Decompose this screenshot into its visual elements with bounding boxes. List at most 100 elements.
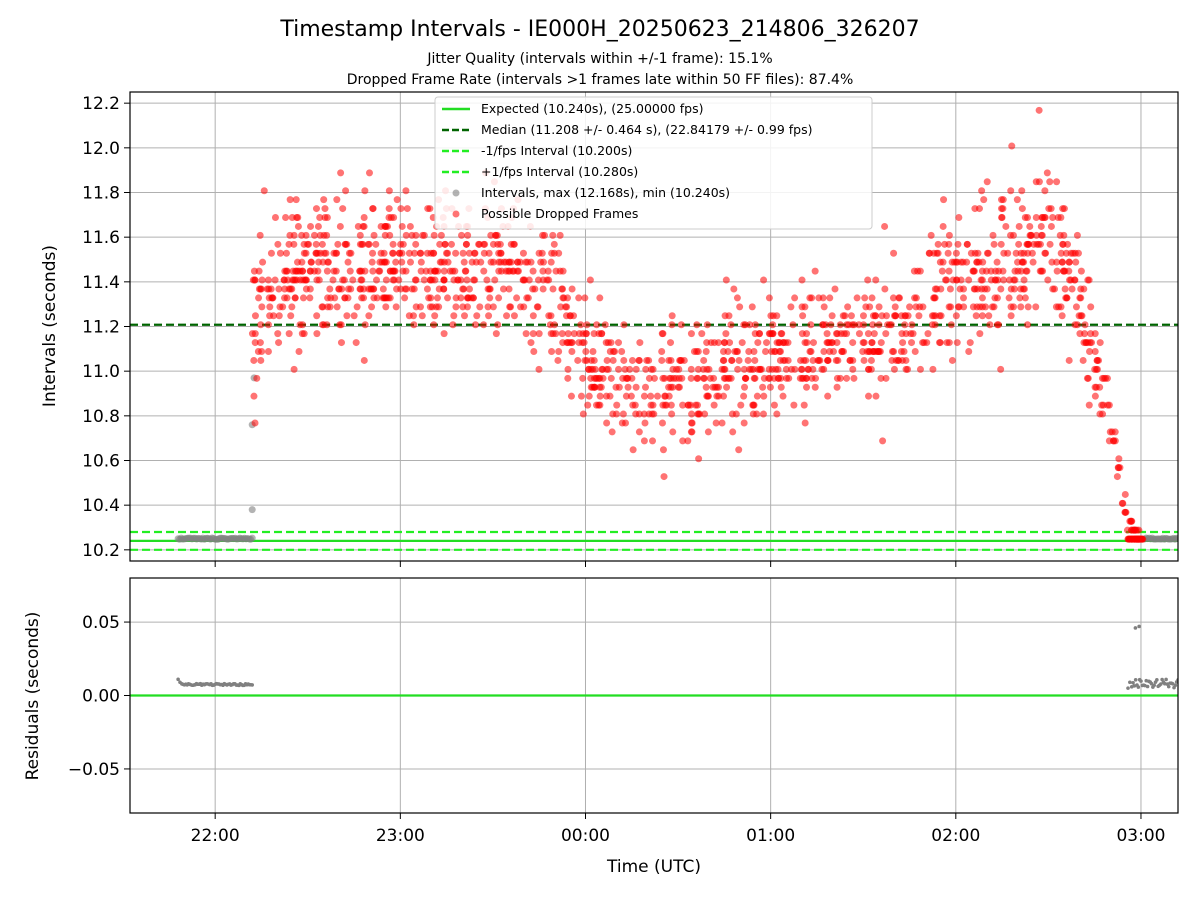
dropped-frame-point [936, 258, 944, 266]
dropped-frame-point [465, 249, 473, 257]
dropped-frame-point [702, 348, 710, 356]
x-tick-label: 03:00 [1116, 826, 1165, 846]
dropped-frame-point [577, 321, 585, 329]
dropped-frame-point [914, 267, 922, 275]
dropped-frame-point [798, 276, 806, 284]
dropped-frame-point [808, 374, 816, 382]
residual-point [250, 683, 255, 687]
dropped-frame-point [751, 374, 759, 382]
dropped-frame-point [361, 267, 369, 275]
intervals-panel: 10.2 10.4 10.6 10.8 11.0 11.2 11.4 11.6 11.8 12.0… [40, 91, 1179, 567]
dropped-frame-point [337, 169, 345, 177]
interval-point [248, 506, 256, 514]
dropped-frame-point [368, 303, 376, 311]
residuals-y-tick-label: 0.00 [82, 687, 120, 707]
intervals-y-tick-label: 10.4 [82, 496, 120, 516]
dropped-frame-point [1018, 205, 1026, 213]
dropped-frame-point [789, 321, 797, 329]
dropped-frame-point [368, 258, 376, 266]
dropped-frame-point [1037, 222, 1045, 230]
dropped-frame-point [593, 321, 601, 329]
dropped-frame-point [1017, 303, 1025, 311]
dropped-frame-point [1065, 356, 1073, 364]
dropped-frame-point [361, 321, 369, 329]
dropped-frame-point [928, 321, 936, 329]
dropped-frame-point [1020, 276, 1028, 284]
dropped-frame-point [564, 374, 572, 382]
dropped-frame-point [393, 196, 401, 204]
dropped-frame-point [1016, 294, 1024, 302]
dropped-frame-point [595, 330, 603, 338]
dropped-frame-point [898, 312, 906, 320]
dropped-frame-point [1018, 187, 1026, 195]
dropped-frame-point [1007, 312, 1015, 320]
dropped-frame-point [302, 276, 310, 284]
dropped-frame-point [426, 205, 434, 213]
dropped-frame-point [881, 222, 889, 230]
dropped-frame-point [967, 249, 975, 257]
dropped-frame-point [1105, 401, 1113, 409]
dropped-frame-point [911, 348, 919, 356]
dropped-frame-point [353, 303, 361, 311]
dropped-frame-point [890, 249, 898, 257]
dropped-frame-point [568, 285, 576, 293]
dropped-frame-point [346, 267, 354, 275]
dropped-frame-point [728, 356, 736, 364]
dropped-frame-point [612, 383, 620, 391]
dropped-frame-point [568, 348, 576, 356]
dropped-frame-point [700, 356, 708, 364]
dropped-frame-point [480, 321, 488, 329]
dropped-frame-point [820, 303, 828, 311]
dropped-frame-point [444, 294, 452, 302]
dropped-frame-point [640, 410, 648, 418]
dropped-frame-point [282, 214, 290, 222]
dropped-frame-point [1081, 321, 1089, 329]
dropped-frame-point [896, 294, 904, 302]
dropped-frame-point [602, 339, 610, 347]
dropped-frame-point [1024, 303, 1032, 311]
dropped-frame-point [803, 330, 811, 338]
dropped-frame-point [1087, 303, 1095, 311]
dropped-frame-point [738, 339, 746, 347]
dropped-frame-point [908, 321, 916, 329]
dropped-frame-point [626, 365, 634, 373]
dropped-frame-point [966, 339, 974, 347]
dropped-frame-point [1068, 285, 1076, 293]
dropped-frame-point [998, 196, 1006, 204]
dropped-frame-point [611, 348, 619, 356]
dropped-frame-point [726, 339, 734, 347]
dropped-frame-point [730, 285, 738, 293]
dropped-frame-point [615, 365, 623, 373]
dropped-frame-point [926, 249, 934, 257]
dropped-frame-point [1060, 231, 1068, 239]
dropped-frame-point [653, 392, 661, 400]
dropped-frame-point [733, 348, 741, 356]
dropped-frame-point [590, 374, 598, 382]
dropped-frame-point [614, 339, 622, 347]
dropped-frame-point [659, 374, 667, 382]
dropped-frame-point [1084, 276, 1092, 284]
dropped-frame-point [275, 339, 283, 347]
dropped-frame-point [356, 285, 364, 293]
dropped-frame-point [251, 419, 259, 427]
dropped-frame-point [659, 401, 667, 409]
dropped-frame-point [503, 312, 511, 320]
dropped-frame-point [947, 303, 955, 311]
dropped-frame-point [865, 392, 873, 400]
dropped-frame-point [945, 267, 953, 275]
dropped-frame-point [720, 392, 728, 400]
dropped-frame-point [343, 312, 351, 320]
dropped-frame-point [959, 258, 967, 266]
dropped-frame-point [933, 249, 941, 257]
residuals-plot-frame [129, 577, 1179, 814]
intervals-y-axis-label: Intervals (seconds) [40, 245, 60, 407]
dropped-frame-point [547, 258, 555, 266]
dropped-frame-point [470, 249, 478, 257]
dropped-frame-point [899, 339, 907, 347]
dropped-frame-point [640, 392, 648, 400]
dropped-frame-point [759, 410, 767, 418]
dropped-frame-point [1053, 178, 1061, 186]
residual-point [1136, 685, 1141, 689]
dropped-frame-point [1079, 356, 1087, 364]
dropped-frame-point [822, 321, 830, 329]
